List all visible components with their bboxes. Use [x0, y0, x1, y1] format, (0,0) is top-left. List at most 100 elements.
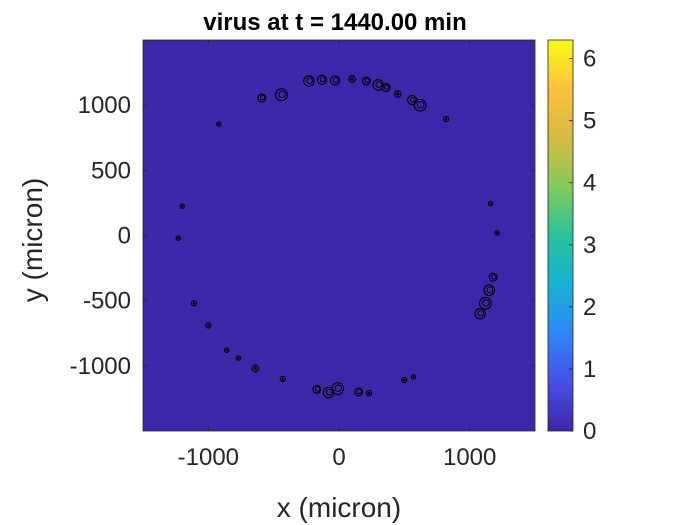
contour-ring-outer [251, 364, 260, 373]
contour-spot [487, 200, 494, 207]
contour-ring-outer [487, 200, 494, 207]
contour-spot [235, 355, 242, 361]
colorbar-tick-label: 1 [583, 356, 596, 383]
contour-ring-outer [179, 203, 185, 209]
contour-spot [393, 90, 402, 98]
contour-ring-inner [482, 299, 490, 307]
contour-spot [413, 98, 427, 112]
contour-ring-outer [381, 83, 391, 93]
x-axis-ticks: -1000 0 1000 [178, 40, 496, 471]
contour-spot [312, 384, 322, 394]
contour-ring-outer [348, 75, 356, 83]
heatmap-field [143, 40, 535, 431]
contour-spot [381, 83, 391, 93]
contour-ring-outer [235, 355, 242, 361]
contour-dot [396, 92, 400, 96]
contour-spot [251, 364, 260, 373]
contour-ring-inner [416, 101, 425, 109]
contour-dot [496, 231, 499, 234]
contour-ring-outer [478, 296, 492, 310]
contour-dot [403, 378, 406, 382]
contour-ring-outer [365, 390, 373, 397]
contour-ring-outer [257, 93, 267, 103]
contour-ring-outer [312, 384, 322, 394]
contour-spot [329, 75, 341, 86]
contour-ring-outer [413, 98, 427, 112]
colorbar-tick-label: 3 [583, 232, 596, 259]
contour-spot [488, 272, 498, 282]
x-axis-label: x (micron) [277, 492, 401, 523]
contour-ring-outer [329, 75, 341, 86]
contour-ring-outer [354, 387, 364, 397]
contour-spot [223, 347, 230, 353]
contour-dot [225, 349, 228, 352]
contour-spot [478, 296, 492, 310]
contour-dot [177, 237, 180, 240]
contour-spot [494, 230, 500, 236]
contour-dot [237, 356, 240, 360]
contour-ring-outer [279, 375, 286, 383]
contour-spot [354, 387, 364, 397]
contour-ring-inner [375, 81, 383, 88]
y-tick-label: -500 [83, 288, 131, 315]
contour-spot [316, 74, 328, 85]
contour-spot [179, 203, 185, 209]
contour-spot [275, 88, 288, 102]
contour-ring-outer [216, 121, 222, 127]
colorbar [547, 39, 574, 432]
contour-ring-outer [442, 115, 450, 123]
contour-ring-outer [474, 307, 486, 320]
colorbar-tick-label: 2 [583, 294, 596, 321]
contour-ring-outer [316, 74, 328, 85]
contour-spot [401, 377, 408, 384]
contour-spot [175, 235, 182, 241]
contour-ring-inner [364, 78, 370, 84]
contour-dot [444, 117, 448, 121]
contour-dot [367, 391, 371, 395]
contour-ring-inner [486, 286, 494, 294]
contour-ring-outer [205, 322, 212, 329]
contour-spot [348, 75, 356, 83]
colorbar-ticks: 0 1 2 3 4 5 6 [569, 46, 596, 445]
colorbar-tick-label: 5 [583, 108, 596, 135]
contour-spot [361, 76, 371, 86]
contour-spot [365, 390, 373, 397]
y-axis-ticks: 1000 500 0 -500 -1000 [70, 92, 535, 380]
contour-spot [331, 382, 345, 396]
x-tick-label: 0 [332, 444, 345, 471]
contour-spots [175, 74, 500, 399]
contour-ring-inner [356, 388, 362, 395]
contour-ring-outer [303, 75, 315, 87]
chart-title: virus at t = 1440.00 min [203, 9, 466, 36]
contour-spot [442, 115, 450, 123]
contour-ring-inner [332, 77, 339, 83]
contour-ring-outer [488, 272, 498, 282]
contour-ring-inner [409, 96, 416, 103]
contour-spot [190, 300, 198, 307]
contour-spot [483, 284, 496, 297]
contour-spot [216, 121, 222, 127]
colorbar-tick-label: 0 [583, 418, 596, 445]
contour-dot [217, 122, 220, 126]
contour-dot [207, 324, 210, 327]
contour-ring-outer [175, 235, 182, 241]
contour-ring-inner [278, 90, 286, 99]
contour-ring-inner [319, 76, 326, 83]
contour-ring-inner [477, 309, 485, 317]
x-tick-label: -1000 [178, 444, 239, 471]
contour-ring-inner [384, 84, 390, 90]
contour-spot [205, 322, 212, 329]
contour-ring-inner [306, 77, 313, 84]
contour-dot [253, 366, 258, 371]
contour-ring-outer [331, 382, 345, 396]
contour-dot [281, 377, 285, 381]
y-tick-label: 0 [118, 223, 131, 250]
y-axis-label: y (micron) [17, 178, 48, 302]
y-tick-label: -1000 [70, 353, 131, 380]
contour-ring-inner [314, 386, 320, 392]
contour-ring-outer [361, 76, 371, 86]
y-tick-label: 500 [91, 157, 131, 184]
contour-ring-outer [223, 347, 230, 353]
x-tick-label: 1000 [443, 444, 496, 471]
contour-spot [257, 93, 267, 103]
